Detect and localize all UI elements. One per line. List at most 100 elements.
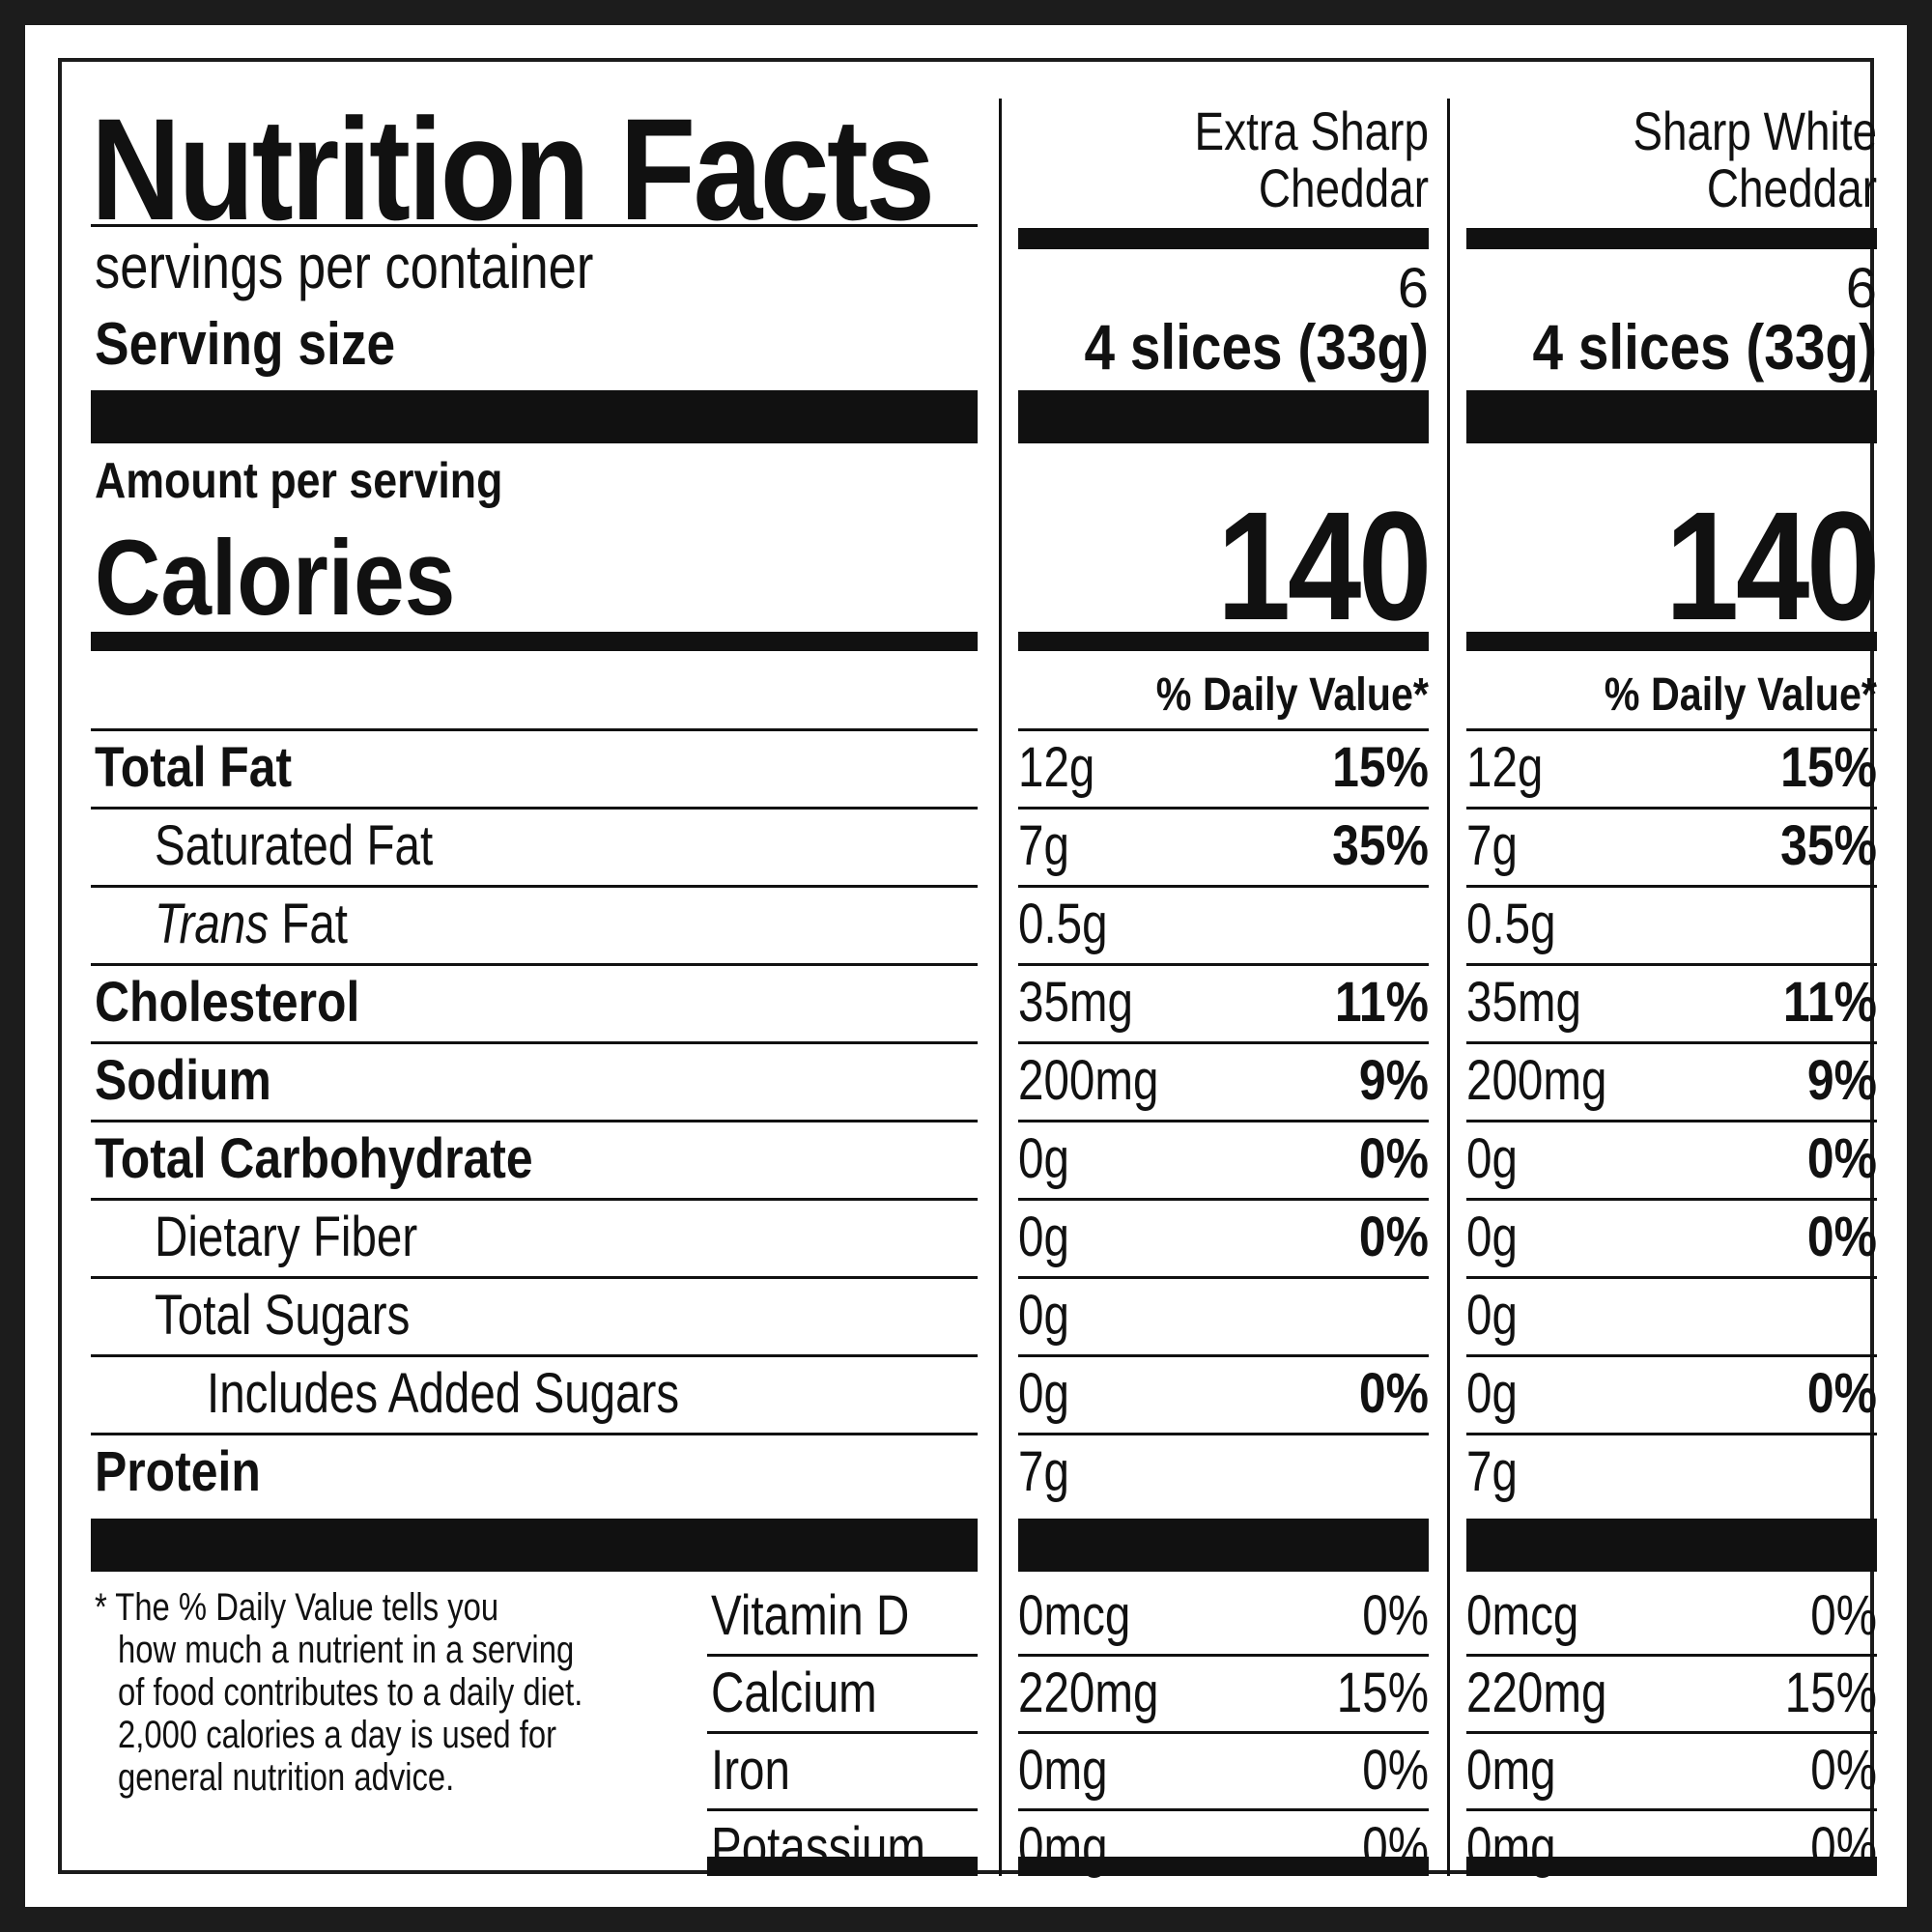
product1-serving-size-value: 4 slices (33g) [1084, 311, 1429, 383]
product1-dv-header: % Daily Value* [1155, 669, 1429, 721]
p1-daily-value: 11% [1334, 971, 1429, 1034]
divider [707, 1731, 978, 1734]
divider [1466, 1120, 1877, 1122]
medium-divider [91, 632, 978, 651]
divider [707, 1654, 978, 1657]
p1-daily-value: 35% [1332, 814, 1429, 877]
p1-vitamin-daily-value: 0% [1362, 1584, 1429, 1647]
footnote-line: of food contributes to a daily diet. [118, 1671, 583, 1714]
nutrient-label: Sodium [95, 1049, 271, 1112]
servings-per-container-label: servings per container [95, 232, 594, 301]
divider [91, 1120, 978, 1122]
thick-divider [1018, 390, 1429, 443]
divider [1018, 1731, 1429, 1734]
divider [1018, 963, 1429, 966]
p1-vitamin-daily-value: 0% [1362, 1739, 1429, 1802]
vitamin-label: Vitamin D [711, 1584, 910, 1647]
thick-divider [1466, 390, 1877, 443]
p2-amount: 35mg [1466, 971, 1581, 1034]
footnote-line: 2,000 calories a day is used for [118, 1714, 556, 1756]
p2-daily-value: 0% [1806, 1362, 1877, 1425]
p1-daily-value: 0% [1358, 1362, 1429, 1425]
divider [91, 885, 978, 888]
medium-divider [1018, 632, 1429, 651]
p2-daily-value: 0% [1806, 1206, 1877, 1268]
footnote-line: general nutrition advice. [118, 1756, 455, 1799]
divider [1018, 807, 1429, 810]
divider [91, 728, 978, 731]
p1-amount: 7g [1018, 1440, 1069, 1503]
divider [1018, 1808, 1429, 1811]
divider [1466, 807, 1877, 810]
nutrient-label: Cholesterol [95, 971, 360, 1034]
divider [91, 1276, 978, 1279]
divider [1018, 1198, 1429, 1201]
product2-servings-value: 6 [1845, 257, 1877, 320]
divider [1466, 963, 1877, 966]
nutrient-label: Total Sugars [155, 1284, 411, 1347]
divider [707, 1808, 978, 1811]
p1-vitamin-amount: 0mg [1018, 1739, 1108, 1802]
p1-amount: 200mg [1018, 1049, 1159, 1112]
p2-vitamin-amount: 220mg [1466, 1662, 1607, 1724]
divider [1018, 1354, 1429, 1357]
product1-calories-value: 140 [1216, 479, 1433, 652]
divider [1018, 885, 1429, 888]
p2-amount: 7g [1466, 1440, 1518, 1503]
divider [91, 1433, 978, 1435]
divider [1018, 1654, 1429, 1657]
divider [91, 807, 978, 810]
p2-amount: 0g [1466, 1206, 1518, 1268]
p2-vitamin-amount: 0mcg [1466, 1584, 1579, 1647]
product2-header-bar [1466, 228, 1877, 249]
divider [1466, 1276, 1877, 1279]
label-title: Nutrition Facts [91, 88, 935, 250]
product2-serving-size-value: 4 slices (33g) [1532, 311, 1877, 383]
product2-name-line2: Cheddar [1706, 157, 1877, 218]
p1-daily-value: 9% [1358, 1049, 1429, 1112]
thick-divider [1466, 1519, 1877, 1572]
label-panel: Nutrition Facts servings per container S… [25, 25, 1907, 1907]
label-border: Nutrition Facts servings per container S… [58, 58, 1880, 1876]
p2-daily-value: 9% [1806, 1049, 1877, 1112]
divider [91, 1041, 978, 1044]
p1-amount: 0g [1018, 1284, 1069, 1347]
column-divider [1447, 99, 1450, 1876]
nutrient-label: Total Fat [95, 736, 293, 799]
divider [1466, 885, 1877, 888]
p2-daily-value: 15% [1780, 736, 1877, 799]
p2-vitamin-daily-value: 0% [1810, 1584, 1877, 1647]
p1-amount: 0.5g [1018, 893, 1108, 955]
product1-servings-value: 6 [1397, 257, 1429, 320]
p2-amount: 12g [1466, 736, 1544, 799]
nutrient-label: Includes Added Sugars [207, 1362, 680, 1425]
p2-amount: 0g [1466, 1362, 1518, 1425]
nutrient-label: Total Carbohydrate [95, 1127, 533, 1190]
p2-daily-value: 35% [1780, 814, 1877, 877]
p1-vitamin-amount: 220mg [1018, 1662, 1159, 1724]
p2-amount: 200mg [1466, 1049, 1607, 1112]
thick-divider [91, 390, 978, 443]
nutrient-label-italic: Trans [155, 893, 270, 955]
p1-vitamin-amount: 0mcg [1018, 1584, 1131, 1647]
nutrient-label-text: Fat [281, 893, 348, 955]
p1-amount: 0g [1018, 1362, 1069, 1425]
divider [1018, 1041, 1429, 1044]
thick-divider [91, 1519, 978, 1572]
p1-vitamin-daily-value: 15% [1336, 1662, 1429, 1724]
footnote-line: * The % Daily Value tells you [95, 1586, 499, 1629]
p2-amount: 0.5g [1466, 893, 1556, 955]
divider [1466, 728, 1877, 731]
bottom-bar [1466, 1857, 1877, 1876]
divider [91, 224, 978, 227]
product2-calories-value: 140 [1664, 479, 1881, 652]
p1-daily-value: 0% [1358, 1127, 1429, 1190]
p1-amount: 0g [1018, 1127, 1069, 1190]
divider [91, 1198, 978, 1201]
calories-label: Calories [95, 519, 456, 638]
divider [91, 963, 978, 966]
nutrient-label: Protein [95, 1440, 261, 1503]
p2-amount: 0g [1466, 1284, 1518, 1347]
p1-daily-value: 0% [1358, 1206, 1429, 1268]
